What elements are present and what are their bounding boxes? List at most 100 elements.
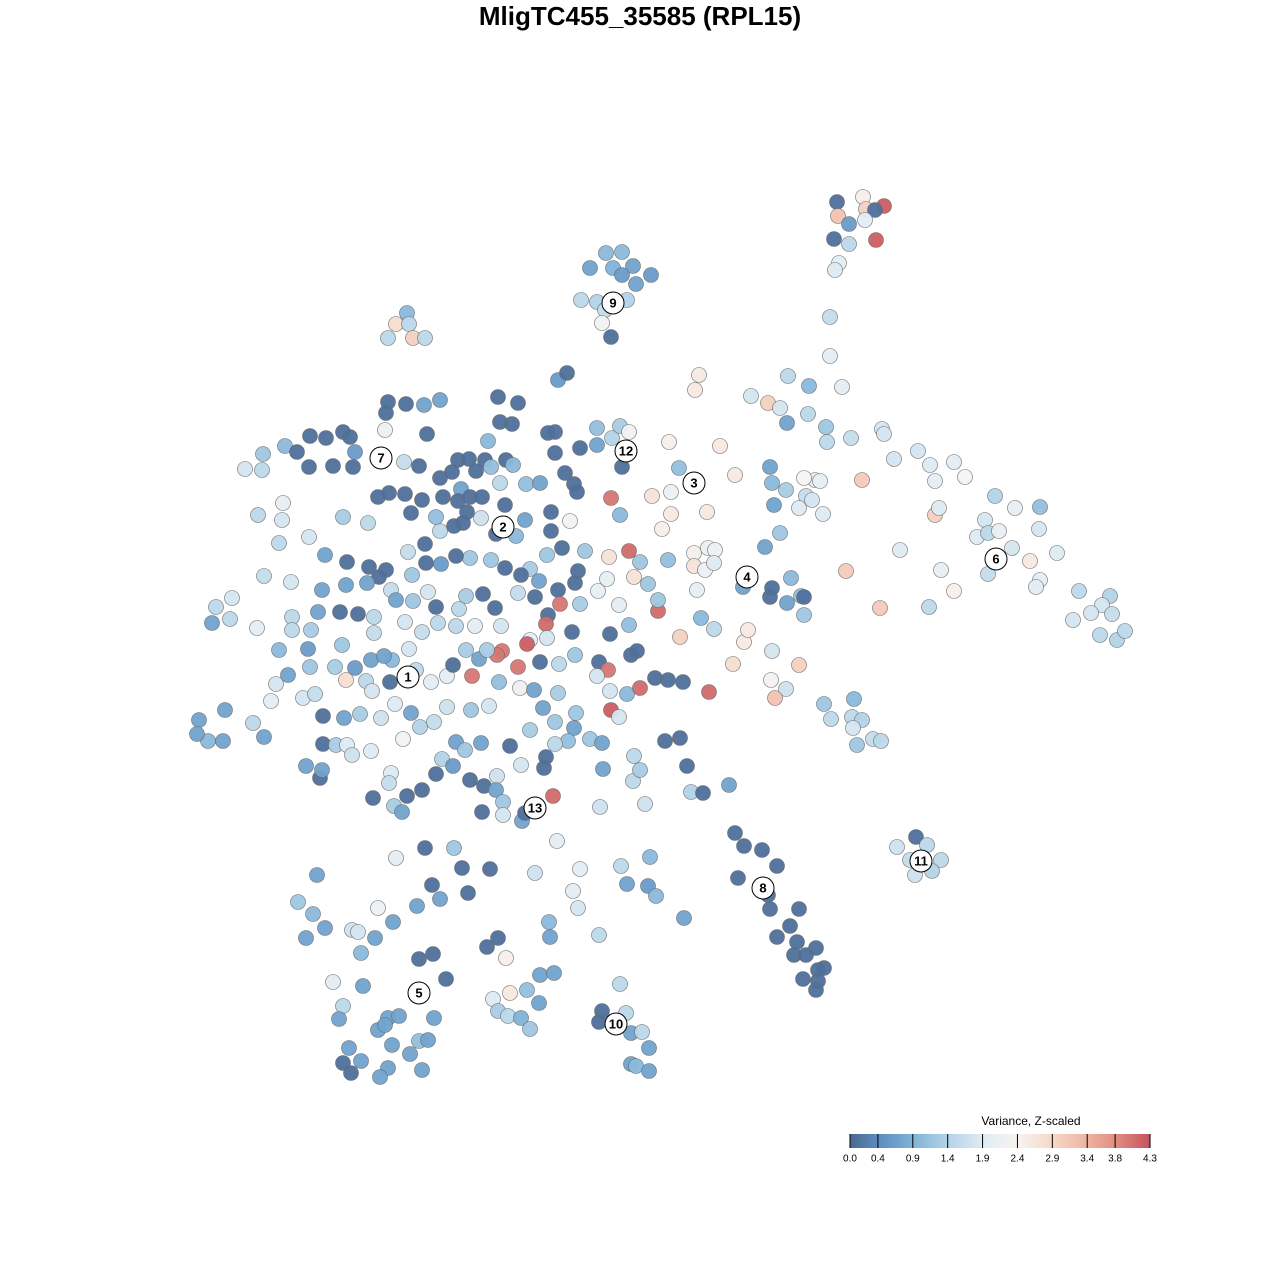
point	[414, 782, 430, 798]
point	[430, 615, 446, 631]
point	[412, 719, 428, 735]
point	[547, 424, 563, 440]
point	[289, 444, 305, 460]
point	[462, 550, 478, 566]
point	[1104, 606, 1120, 622]
point	[473, 510, 489, 526]
point	[1022, 553, 1038, 569]
point	[343, 1065, 359, 1081]
point	[640, 576, 656, 592]
cluster-label: 10	[609, 1016, 623, 1031]
point	[397, 614, 413, 630]
point	[495, 807, 511, 823]
point	[377, 1017, 393, 1033]
point	[546, 965, 562, 981]
point	[602, 683, 618, 699]
point	[762, 459, 778, 475]
point	[331, 1011, 347, 1027]
point	[332, 604, 348, 620]
point	[632, 554, 648, 570]
point	[425, 946, 441, 962]
point	[779, 415, 795, 431]
point	[551, 656, 567, 672]
point	[589, 437, 605, 453]
point	[432, 523, 448, 539]
point	[1071, 583, 1087, 599]
point	[845, 720, 861, 736]
point	[454, 860, 470, 876]
point	[1004, 540, 1020, 556]
point	[612, 507, 628, 523]
cluster-label: 11	[914, 853, 928, 868]
colorbar-tick-label: 0.0	[843, 1154, 857, 1165]
point	[699, 504, 715, 520]
point	[801, 378, 817, 394]
point	[687, 382, 703, 398]
point	[641, 1063, 657, 1079]
point	[491, 674, 507, 690]
point	[302, 428, 318, 444]
point	[315, 736, 331, 752]
point	[341, 1040, 357, 1056]
point	[527, 865, 543, 881]
point	[693, 610, 709, 626]
point	[416, 397, 432, 413]
point	[957, 469, 973, 485]
point	[490, 389, 506, 405]
point	[363, 743, 379, 759]
point	[660, 552, 676, 568]
point	[271, 535, 287, 551]
point	[812, 473, 828, 489]
point	[626, 569, 642, 585]
point	[335, 998, 351, 1014]
point	[388, 592, 404, 608]
cluster-label-bg	[523, 796, 547, 820]
point	[497, 560, 513, 576]
point	[757, 539, 773, 555]
point	[403, 705, 419, 721]
point	[345, 459, 361, 475]
point	[766, 497, 782, 513]
point	[280, 667, 296, 683]
point	[582, 260, 598, 276]
point	[908, 829, 924, 845]
point	[933, 562, 949, 578]
point	[309, 867, 325, 883]
point	[564, 624, 580, 640]
point	[502, 985, 518, 1001]
point	[271, 642, 287, 658]
point	[457, 742, 473, 758]
point	[403, 505, 419, 521]
point	[535, 700, 551, 716]
point	[256, 729, 272, 745]
point	[1049, 545, 1065, 561]
point	[764, 580, 780, 596]
point	[796, 470, 812, 486]
point	[344, 747, 360, 763]
point	[783, 570, 799, 586]
point	[317, 547, 333, 563]
point	[480, 433, 496, 449]
point	[428, 509, 444, 525]
point	[545, 788, 561, 804]
point	[381, 775, 397, 791]
point	[689, 582, 705, 598]
point	[644, 488, 660, 504]
colorbar-tick-label: 3.4	[1080, 1154, 1094, 1165]
point	[517, 512, 533, 528]
point	[539, 630, 555, 646]
point	[498, 950, 514, 966]
point	[827, 262, 843, 278]
point	[562, 513, 578, 529]
point	[572, 861, 588, 877]
point	[778, 681, 794, 697]
point	[614, 267, 630, 283]
point	[364, 683, 380, 699]
point	[391, 1008, 407, 1024]
point	[275, 495, 291, 511]
point	[829, 194, 845, 210]
point	[489, 768, 505, 784]
point	[547, 714, 563, 730]
point	[373, 710, 389, 726]
cluster-label: 1	[404, 669, 411, 684]
